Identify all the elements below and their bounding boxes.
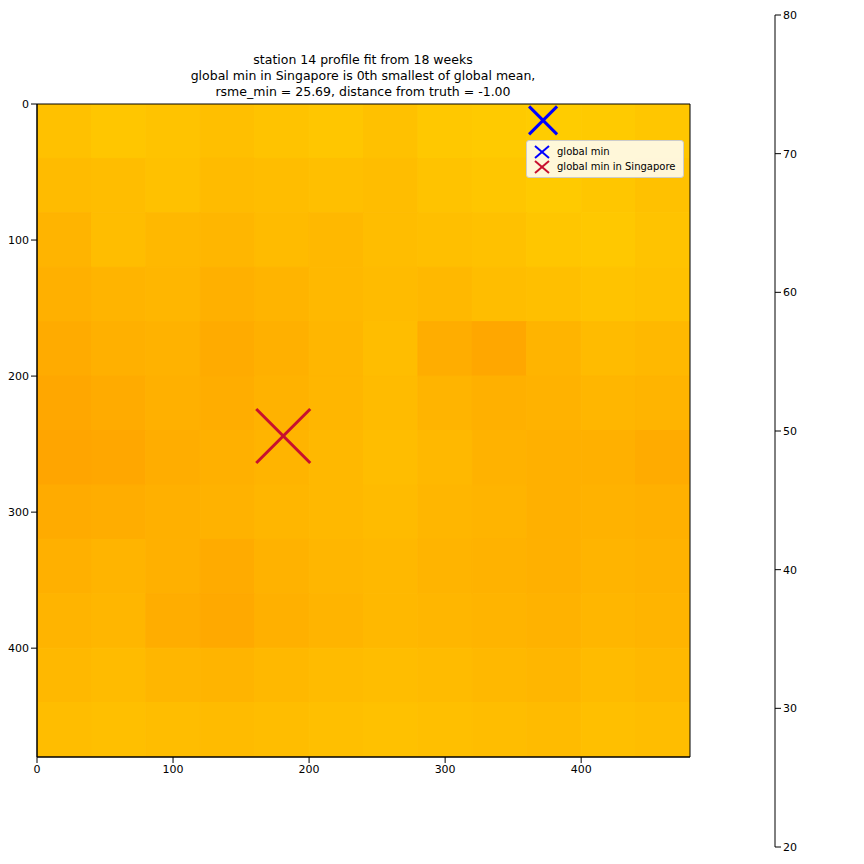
svg-text:40: 40	[783, 564, 797, 577]
svg-text:70: 70	[783, 148, 797, 161]
svg-text:100: 100	[8, 234, 29, 247]
svg-text:30: 30	[783, 702, 797, 715]
html-text:global min in Singapore: global min in Singapore	[557, 161, 676, 172]
svg-text:0: 0	[34, 763, 41, 776]
svg-text:80: 80	[783, 9, 797, 22]
svg-text:200: 200	[299, 763, 320, 776]
svg-text:300: 300	[435, 763, 456, 776]
svg-text:20: 20	[783, 841, 797, 854]
svg-text:100: 100	[163, 763, 184, 776]
svg-text:0: 0	[22, 98, 29, 111]
svg-text:200: 200	[8, 370, 29, 383]
html-text:global min: global min	[557, 146, 610, 157]
svg-text:300: 300	[8, 506, 29, 519]
html-text:rsme_min = 25.69, distance fro: rsme_min = 25.69, distance from truth = …	[215, 84, 511, 99]
svg-text:400: 400	[571, 763, 592, 776]
html-text:station 14 profile fit from 18: station 14 profile fit from 18 weeks	[253, 52, 473, 67]
html-text:global min in Singapore is 0th: global min in Singapore is 0th smallest …	[190, 68, 536, 83]
svg-text:50: 50	[783, 425, 797, 438]
svg-text:400: 400	[8, 642, 29, 655]
svg-text:60: 60	[783, 286, 797, 299]
